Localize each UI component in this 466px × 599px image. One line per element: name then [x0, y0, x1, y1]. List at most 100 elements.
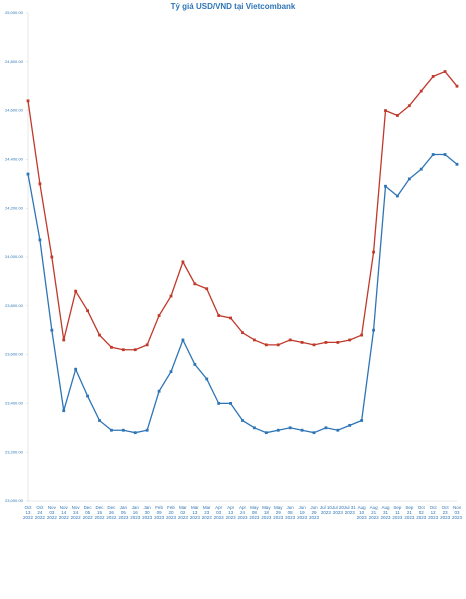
- point-marker: [121, 428, 125, 432]
- point-marker: [62, 338, 66, 342]
- point-marker: [288, 338, 292, 342]
- point-marker: [50, 255, 54, 259]
- y-tick-label: 24,400.00: [5, 156, 24, 161]
- x-tick-label: Oct 12 2023: [428, 505, 439, 520]
- x-tick-label: Nov 24 2022: [70, 505, 81, 520]
- x-tick-label: Mar 02 2023: [177, 505, 188, 520]
- point-marker: [336, 428, 340, 432]
- x-tick-label: Dec 05 2022: [82, 505, 93, 520]
- x-tick-label: Oct 24 2022: [34, 505, 45, 520]
- x-tick-label: Jun 19 2023: [297, 505, 308, 520]
- y-tick-label: 24,800.00: [5, 59, 24, 64]
- x-tick-label: Feb 09 2023: [154, 505, 165, 520]
- point-marker: [38, 238, 42, 242]
- point-marker: [133, 431, 137, 435]
- point-marker: [26, 99, 30, 103]
- x-tick-label: Mar 23 2023: [201, 505, 212, 520]
- x-tick-label: Nov 03 2023: [451, 505, 462, 520]
- x-tick-label: Apr 24 2023: [237, 505, 248, 520]
- point-marker: [336, 341, 340, 344]
- y-tick-label: 23,200.00: [5, 449, 24, 454]
- point-marker: [419, 167, 423, 171]
- point-marker: [360, 333, 364, 337]
- point-marker: [121, 348, 125, 352]
- point-marker: [396, 114, 399, 117]
- y-tick-label: 25,000.00: [5, 10, 24, 15]
- x-tick-label: May 29 2023: [273, 505, 284, 520]
- point-marker: [98, 419, 101, 422]
- point-marker: [455, 162, 459, 166]
- point-marker: [300, 341, 304, 344]
- point-marker: [229, 316, 232, 320]
- point-marker: [276, 343, 280, 347]
- point-marker: [288, 426, 292, 430]
- point-marker: [300, 428, 304, 432]
- point-marker: [110, 345, 113, 349]
- point-marker: [181, 260, 185, 264]
- point-marker: [419, 89, 423, 93]
- x-tick-label: Aug 21 2023: [368, 505, 379, 520]
- y-tick-label: 24,000.00: [5, 254, 24, 259]
- y-tick-label: 23,000.00: [5, 498, 24, 503]
- point-marker: [205, 377, 209, 381]
- point-marker: [384, 109, 387, 112]
- point-marker: [62, 409, 66, 413]
- point-marker: [360, 419, 364, 422]
- point-marker: [181, 338, 185, 342]
- point-marker: [312, 343, 316, 347]
- point-marker: [431, 153, 435, 156]
- point-marker: [407, 177, 411, 181]
- x-tick-label: Sep 11 2023: [392, 505, 403, 520]
- x-tick-label: Oct 23 2023: [440, 505, 451, 520]
- y-tick-label: 23,600.00: [5, 352, 24, 357]
- x-tick-label: Jan 30 2023: [142, 505, 153, 520]
- x-tick-label: May 18 2023: [261, 505, 272, 520]
- point-marker: [217, 402, 221, 405]
- point-marker: [348, 338, 352, 342]
- point-marker: [396, 194, 399, 198]
- point-marker: [145, 343, 149, 347]
- point-marker: [241, 419, 244, 422]
- point-marker: [312, 431, 316, 435]
- point-marker: [264, 343, 268, 347]
- x-tick-label: Jul 10 2023: [319, 505, 332, 515]
- point-marker: [86, 309, 89, 313]
- point-marker: [443, 70, 447, 73]
- point-marker: [253, 426, 256, 430]
- chart-title: Tỷ giá USD/VND tại Vietcombank: [171, 2, 296, 11]
- x-tick-label: Sep 21 2023: [404, 505, 415, 520]
- point-marker: [193, 362, 197, 366]
- point-marker: [431, 75, 435, 78]
- series-line: [27, 70, 458, 351]
- y-tick-label: 23,800.00: [5, 303, 24, 308]
- x-tick-label: Feb 20 2023: [165, 505, 176, 520]
- point-marker: [157, 314, 161, 317]
- x-tick-label: Mar 13 2023: [189, 505, 200, 520]
- point-marker: [110, 428, 113, 432]
- point-marker: [157, 389, 161, 393]
- point-marker: [26, 172, 30, 176]
- point-marker: [50, 328, 54, 332]
- point-marker: [324, 426, 328, 430]
- point-marker: [348, 423, 352, 427]
- point-marker: [98, 333, 101, 337]
- point-marker: [443, 153, 447, 156]
- point-marker: [169, 370, 173, 374]
- point-marker: [276, 428, 280, 432]
- point-marker: [241, 331, 244, 335]
- point-marker: [455, 84, 459, 88]
- point-marker: [217, 314, 221, 317]
- y-tick-label: 23,400.00: [5, 400, 24, 405]
- point-marker: [86, 394, 89, 398]
- x-tick-label: Dec 15 2022: [94, 505, 105, 520]
- x-tick-label: Aug 10 2023: [356, 505, 367, 520]
- point-marker: [253, 338, 256, 342]
- point-marker: [372, 328, 375, 332]
- x-tick-label: Oct 13 2022: [22, 505, 33, 520]
- x-tick-label: Jan 05 2023: [118, 505, 129, 520]
- x-tick-label: Nov 14 2022: [58, 505, 69, 520]
- point-marker: [193, 282, 197, 286]
- point-marker: [384, 184, 387, 188]
